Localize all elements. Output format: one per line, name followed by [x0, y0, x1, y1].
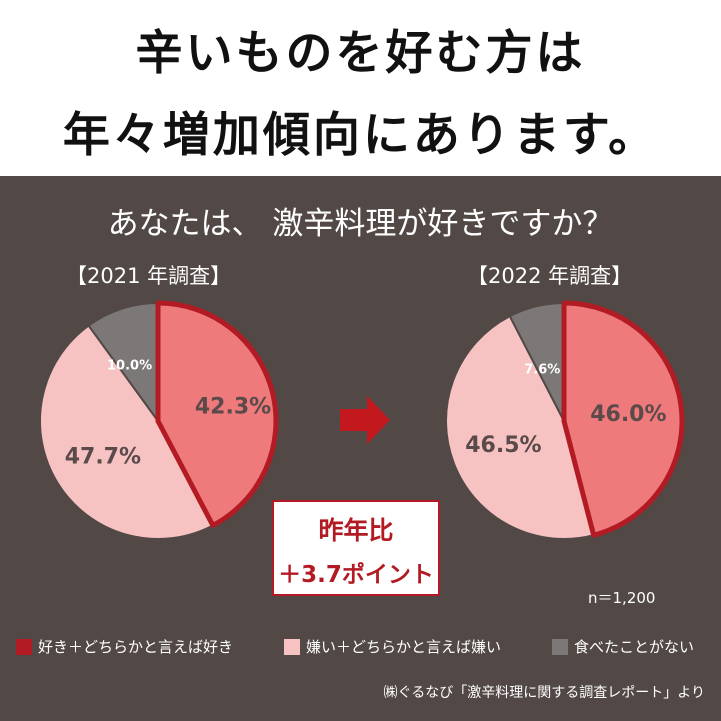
- pie-2022-label-like: 46.0%: [590, 402, 666, 427]
- pie-2022-slice-dislike: [445, 314, 595, 540]
- legend-item-never: 食べたことがない: [552, 636, 694, 657]
- source-note: ㈱ぐるなび「激辛料理に関する調査レポート」より: [383, 685, 705, 701]
- headline-line-2: 年々増加傾向にあります。: [62, 108, 659, 163]
- legend-item-dislike: 嫌い＋どちらかと言えば嫌い: [284, 636, 501, 657]
- legend-swatch-never: [552, 639, 568, 655]
- pie-2022-label-never: 7.6%: [524, 363, 560, 378]
- right-arrow-icon: [340, 396, 390, 444]
- pie-2021-label-dislike: 47.7%: [65, 444, 141, 469]
- pie-2021-slice-dislike: [39, 324, 215, 540]
- survey-panel: あなたは、 激辛料理が好きですか？ 【2021 年調査】 【2022 年調査】 …: [0, 176, 721, 721]
- sample-size: n＝1,200: [588, 589, 656, 607]
- yoy-callout: 昨年比 ＋3.7ポイント: [272, 500, 440, 596]
- pie-2021-slice-like: [155, 300, 279, 528]
- pie-charts: 42.3% 47.7% 10.0% 46.0% 46.5% 7.6%: [39, 300, 685, 540]
- legend-label-never: 食べたことがない: [574, 638, 695, 656]
- pie-2021-label-never: 10.0%: [107, 358, 152, 373]
- legend-swatch-like: [16, 639, 32, 655]
- callout-line-1: 昨年比: [318, 516, 394, 545]
- pie-2021-label-like: 42.3%: [195, 394, 271, 419]
- survey-question: あなたは、 激辛料理が好きですか？: [107, 206, 614, 242]
- legend-item-like: 好き＋どちらかと言えば好き: [16, 636, 233, 657]
- pie-2022-title: 【2022 年調査】: [467, 264, 633, 288]
- pie-2022-slice-like: [561, 300, 685, 538]
- legend-label-like: 好き＋どちらかと言えば好き: [38, 638, 234, 656]
- pie-2022-label-dislike: 46.5%: [465, 433, 541, 458]
- callout-line-2: ＋3.7ポイント: [278, 562, 434, 588]
- legend-swatch-dislike: [284, 639, 300, 655]
- headline-line-1: 辛いものを好む方は: [135, 26, 586, 81]
- pie-2021-title: 【2021 年調査】: [66, 264, 232, 288]
- legend-label-dislike: 嫌い＋どちらかと言えば嫌い: [306, 638, 502, 656]
